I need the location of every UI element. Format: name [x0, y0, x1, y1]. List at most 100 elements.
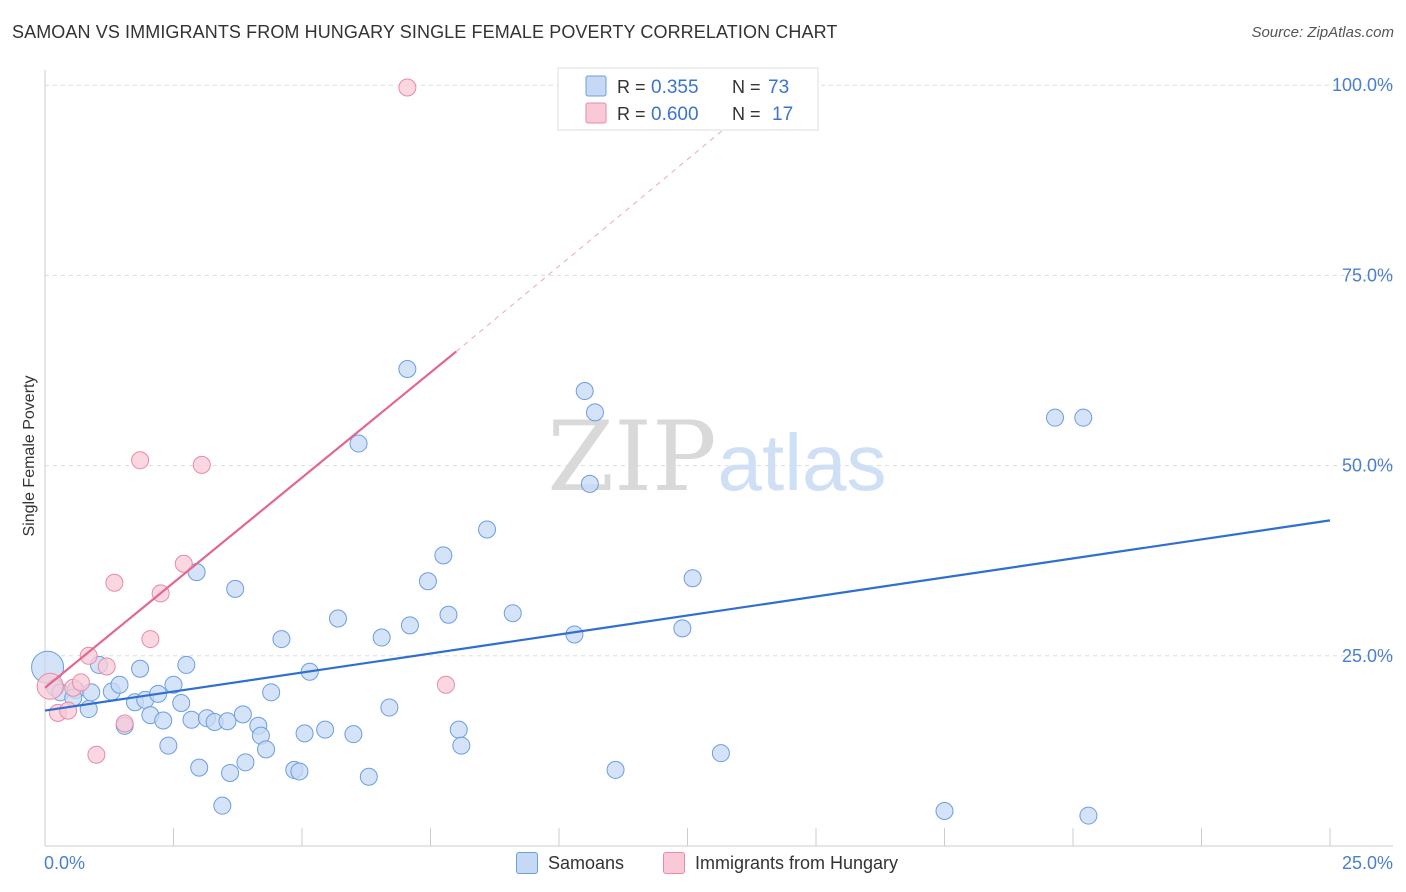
samoan-point	[439, 605, 458, 624]
samoan-point	[1079, 806, 1098, 825]
samoan-point	[503, 604, 522, 623]
watermark-atlas: atlas	[718, 418, 887, 507]
legend-r-label: R =	[617, 104, 646, 124]
samoan-point	[452, 736, 471, 755]
x-tick-label: 25.0%	[1342, 853, 1393, 873]
samoan-point	[272, 630, 291, 649]
legend-swatch-hungary	[663, 852, 685, 874]
samoan-point	[233, 705, 252, 724]
samoan-point	[349, 434, 368, 453]
hungary-point	[71, 673, 90, 692]
samoan-point	[478, 520, 497, 539]
tick-labels: 25.0% 50.0% 75.0% 100.0% 0.0% 25.0%	[44, 75, 1393, 873]
samoan-point	[585, 403, 604, 422]
samoan-point	[418, 572, 437, 591]
hungary-point	[59, 701, 78, 720]
stats-legend: R = 0.355 N = 73 R = 0.600 N = 17	[557, 67, 819, 131]
legend-n-value: 73	[768, 77, 789, 98]
samoan-point	[164, 675, 183, 694]
samoan-point	[131, 659, 150, 678]
hungary-trendline	[44, 350, 457, 689]
samoan-point	[177, 655, 196, 674]
samoan-point	[257, 740, 276, 759]
samoan-point	[218, 712, 237, 731]
watermark: ZIP atlas	[547, 401, 886, 513]
samoan-point	[172, 693, 191, 712]
series-legend: Samoans Immigrants from Hungary	[0, 852, 1406, 878]
samoan-point	[398, 359, 417, 378]
legend-item-samoans: Samoans	[516, 852, 624, 874]
hungary-point	[79, 646, 98, 665]
hungary-point	[174, 554, 193, 573]
samoan-point	[359, 767, 378, 786]
samoan-point	[316, 720, 335, 739]
legend-r-value: 0.355	[651, 77, 699, 98]
samoan-point	[213, 796, 232, 815]
samoan-point	[159, 736, 178, 755]
samoan-point	[711, 744, 730, 763]
trendlines	[44, 120, 1331, 712]
legend-r-value: 0.600	[651, 104, 699, 125]
watermark-zip: ZIP	[547, 401, 716, 513]
samoan-point	[290, 762, 309, 781]
gridlines	[45, 84, 1393, 657]
legend-n-label: N =	[732, 104, 761, 124]
samoan-point	[380, 698, 399, 717]
hungary-point	[192, 455, 211, 474]
samoan-point	[182, 710, 201, 729]
chart-title: SAMOAN VS IMMIGRANTS FROM HUNGARY SINGLE…	[12, 22, 838, 42]
hungary-trendline-extension	[455, 120, 735, 352]
hungary-point	[398, 78, 417, 97]
hungary-point	[87, 745, 106, 764]
hungary-point	[115, 714, 134, 733]
samoan-point	[683, 569, 702, 588]
hungary-point	[436, 675, 455, 694]
legend-n-value: 17	[772, 104, 793, 125]
legend-swatch-samoans	[516, 852, 538, 874]
samoan-point	[295, 724, 314, 743]
legend-label-samoans: Samoans	[548, 852, 625, 873]
y-tick-label: 25.0%	[1342, 646, 1393, 666]
legend-n-label: N =	[732, 77, 761, 97]
legend-item-hungary: Immigrants from Hungary	[663, 852, 898, 874]
samoan-point	[154, 711, 173, 730]
samoan-point	[344, 725, 363, 744]
legend-swatch-samoans	[585, 75, 607, 97]
samoan-point	[236, 753, 255, 772]
samoan-point	[400, 616, 419, 635]
y-tick-label: 100.0%	[1332, 75, 1393, 95]
legend-r-label: R =	[617, 77, 646, 97]
legend-swatch-hungary	[585, 102, 607, 124]
samoan-point	[226, 579, 245, 598]
samoan-point	[110, 675, 129, 694]
y-tick-label: 50.0%	[1342, 456, 1393, 476]
samoan-point	[449, 720, 468, 739]
samoan-point	[935, 802, 954, 821]
samoan-point	[434, 546, 453, 565]
samoan-point	[1046, 408, 1065, 427]
samoan-point	[328, 609, 347, 628]
samoan-point	[580, 474, 599, 493]
samoan-point	[372, 628, 391, 647]
samoan-point	[190, 758, 209, 777]
y-axis-label: Single Female Poverty	[21, 376, 38, 537]
axes	[44, 70, 1393, 847]
samoan-point	[673, 619, 692, 638]
samoan-point	[606, 760, 625, 779]
samoans-trendline	[44, 519, 1331, 712]
x-tick-label: 0.0%	[44, 853, 85, 873]
source-label: Source: ZipAtlas.com	[1251, 24, 1394, 41]
legend-label-hungary: Immigrants from Hungary	[695, 852, 899, 873]
samoan-point	[575, 382, 594, 401]
samoan-point	[565, 625, 584, 644]
hungary-point	[141, 630, 160, 649]
hungary-point	[36, 672, 64, 700]
y-tick-label: 75.0%	[1342, 265, 1393, 285]
hungary-point	[131, 451, 150, 470]
samoan-point	[221, 763, 240, 782]
samoan-point	[1074, 408, 1093, 427]
samoan-point	[262, 683, 281, 702]
hungary-point	[97, 657, 116, 676]
hungary-point	[105, 573, 124, 592]
